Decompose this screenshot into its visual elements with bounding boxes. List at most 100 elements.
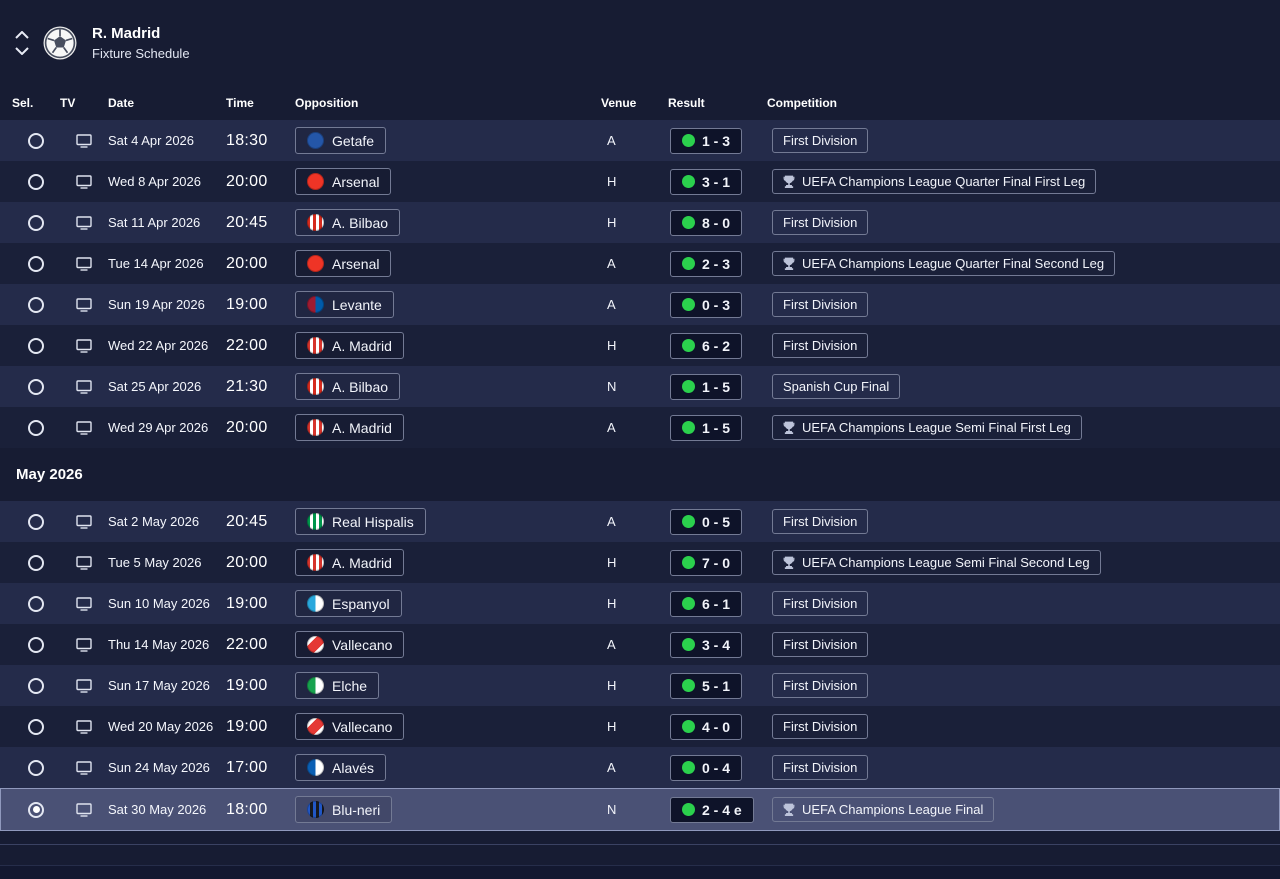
fixture-row[interactable]: Thu 14 May 2026 22:00 Vallecano A 3 - 4 First… <box>0 624 1280 665</box>
result-chip[interactable]: 0 - 5 <box>670 508 743 535</box>
opposition-chip[interactable]: Getafe <box>295 127 387 154</box>
opposition-chip[interactable]: Real Hispalis <box>295 508 426 535</box>
row-select-radio[interactable] <box>28 419 44 436</box>
fixture-time: 19:00 <box>226 594 268 612</box>
competition-chip[interactable]: First Division <box>772 714 869 739</box>
result-chip[interactable]: 6 - 1 <box>670 590 743 617</box>
fixture-row[interactable]: Sun 24 May 2026 17:00 Alavés A 0 - 4 First Di… <box>0 747 1280 788</box>
row-select-radio[interactable] <box>28 255 44 272</box>
competition-chip[interactable]: UEFA Champions League Semi Final Second … <box>772 550 1101 575</box>
competition-chip[interactable]: First Division <box>772 333 869 358</box>
result-dot <box>682 380 695 393</box>
competition-chip[interactable]: UEFA Champions League Semi Final First L… <box>772 415 1082 440</box>
competition-chip[interactable]: UEFA Champions League Quarter Final Seco… <box>772 251 1116 276</box>
row-select-radio[interactable] <box>28 636 44 653</box>
row-select-radio[interactable] <box>28 132 44 149</box>
opposition-chip[interactable]: Arsenal <box>295 250 392 277</box>
result-chip[interactable]: 3 - 1 <box>670 168 743 195</box>
club-badge-icon <box>307 759 324 776</box>
row-select-radio[interactable] <box>28 513 44 530</box>
competition-chip[interactable]: UEFA Champions League Quarter Final Firs… <box>772 169 1097 194</box>
fixture-row[interactable]: Tue 14 Apr 2026 20:00 Arsenal A 2 - 3 UEFA Ch… <box>0 243 1280 284</box>
fixture-row[interactable]: Wed 20 May 2026 19:00 Vallecano H 4 - 0 First… <box>0 706 1280 747</box>
result-chip[interactable]: 8 - 0 <box>670 209 743 236</box>
club-badge-icon <box>307 801 324 818</box>
fixture-row[interactable]: Sat 2 May 2026 20:45 Real Hispalis A 0 - 5 Fi… <box>0 501 1280 542</box>
competition-chip[interactable]: First Division <box>772 128 869 153</box>
trophy-icon <box>783 556 795 569</box>
row-select-radio[interactable] <box>28 173 44 190</box>
opposition-chip[interactable]: Vallecano <box>295 713 405 740</box>
result-dot <box>682 298 695 311</box>
opposition-chip[interactable]: A. Bilbao <box>295 373 401 400</box>
result-chip[interactable]: 4 - 0 <box>670 713 743 740</box>
fixture-row[interactable]: Sun 10 May 2026 19:00 Espanyol H 6 - 1 First … <box>0 583 1280 624</box>
opposition-chip[interactable]: Elche <box>295 672 380 699</box>
result-score: 3 - 4 <box>702 636 731 653</box>
fixture-row[interactable]: Wed 22 Apr 2026 22:00 A. Madrid H 6 - 2 First… <box>0 325 1280 366</box>
opposition-chip[interactable]: Alavés <box>295 754 387 781</box>
competition-chip[interactable]: First Division <box>772 509 869 534</box>
fixture-row[interactable]: Wed 8 Apr 2026 20:00 Arsenal H 3 - 1 UEFA Cha… <box>0 161 1280 202</box>
opposition-chip[interactable]: A. Madrid <box>295 332 404 359</box>
competition-chip[interactable]: First Division <box>772 673 869 698</box>
competition-chip[interactable]: First Division <box>772 210 869 235</box>
chevron-up-icon[interactable] <box>14 31 30 40</box>
row-select-radio[interactable] <box>28 677 44 694</box>
fixture-row[interactable]: Wed 29 Apr 2026 20:00 A. Madrid A 1 - 5 UEFA … <box>0 407 1280 448</box>
row-select-radio[interactable] <box>28 595 44 612</box>
opposition-chip[interactable]: Blu-neri <box>295 796 393 823</box>
fixture-row[interactable]: Sat 25 Apr 2026 21:30 A. Bilbao N 1 - 5 Spani… <box>0 366 1280 407</box>
opposition-chip[interactable]: Levante <box>295 291 394 318</box>
competition-chip[interactable]: First Division <box>772 591 869 616</box>
row-select-radio[interactable] <box>28 801 44 818</box>
result-chip[interactable]: 1 - 3 <box>670 127 743 154</box>
club-badge-icon <box>307 214 324 231</box>
fixture-date: Sun 10 May 2026 <box>108 596 210 611</box>
opposition-name: Blu-neri <box>332 801 381 818</box>
result-chip[interactable]: 0 - 4 <box>670 754 743 781</box>
competition-chip[interactable]: Spanish Cup Final <box>772 374 901 399</box>
chevron-down-icon[interactable] <box>14 47 30 56</box>
row-select-radio[interactable] <box>28 378 44 395</box>
result-chip[interactable]: 1 - 5 <box>670 373 743 400</box>
fixture-row[interactable]: Sat 4 Apr 2026 18:30 Getafe A 1 - 3 First Div… <box>0 120 1280 161</box>
venue-indicator: A <box>607 514 616 529</box>
opposition-name: Espanyol <box>332 595 390 612</box>
result-chip[interactable]: 7 - 0 <box>670 549 743 576</box>
result-score: 3 - 1 <box>702 173 731 190</box>
row-select-radio[interactable] <box>28 759 44 776</box>
result-chip[interactable]: 2 - 4 e <box>670 796 754 823</box>
competition-chip[interactable]: First Division <box>772 292 869 317</box>
competition-chip[interactable]: First Division <box>772 755 869 780</box>
result-chip[interactable]: 5 - 1 <box>670 672 743 699</box>
row-select-radio[interactable] <box>28 554 44 571</box>
row-select-radio[interactable] <box>28 718 44 735</box>
fixture-row[interactable]: Sat 11 Apr 2026 20:45 A. Bilbao H 8 - 0 First… <box>0 202 1280 243</box>
result-score: 5 - 1 <box>702 677 731 694</box>
opposition-chip[interactable]: A. Bilbao <box>295 209 401 236</box>
competition-chip[interactable]: First Division <box>772 632 869 657</box>
opposition-chip[interactable]: A. Madrid <box>295 549 404 576</box>
opposition-chip[interactable]: Vallecano <box>295 631 405 658</box>
result-chip[interactable]: 0 - 3 <box>670 291 743 318</box>
competition-chip[interactable]: UEFA Champions League Final <box>772 797 995 822</box>
fixture-row[interactable]: Sat 30 May 2026 18:00 Blu-neri N 2 - 4 e UEFA… <box>0 788 1280 831</box>
fixture-date: Thu 14 May 2026 <box>108 637 210 652</box>
row-select-radio[interactable] <box>28 214 44 231</box>
fixture-date: Sat 25 Apr 2026 <box>108 379 202 394</box>
opposition-chip[interactable]: A. Madrid <box>295 414 404 441</box>
result-chip[interactable]: 1 - 5 <box>670 414 743 441</box>
row-select-radio[interactable] <box>28 337 44 354</box>
fixture-row[interactable]: Tue 5 May 2026 20:00 A. Madrid H 7 - 0 UEFA C… <box>0 542 1280 583</box>
tv-icon <box>76 297 92 312</box>
result-chip[interactable]: 2 - 3 <box>670 250 743 277</box>
row-select-radio[interactable] <box>28 296 44 313</box>
fixture-row[interactable]: Sun 19 Apr 2026 19:00 Levante A 0 - 3 First D… <box>0 284 1280 325</box>
opposition-chip[interactable]: Espanyol <box>295 590 402 617</box>
fixture-row[interactable]: Sun 17 May 2026 19:00 Elche H 5 - 1 First Div… <box>0 665 1280 706</box>
result-chip[interactable]: 6 - 2 <box>670 332 743 359</box>
opposition-chip[interactable]: Arsenal <box>295 168 392 195</box>
fixture-time: 22:00 <box>226 336 268 354</box>
result-chip[interactable]: 3 - 4 <box>670 631 743 658</box>
